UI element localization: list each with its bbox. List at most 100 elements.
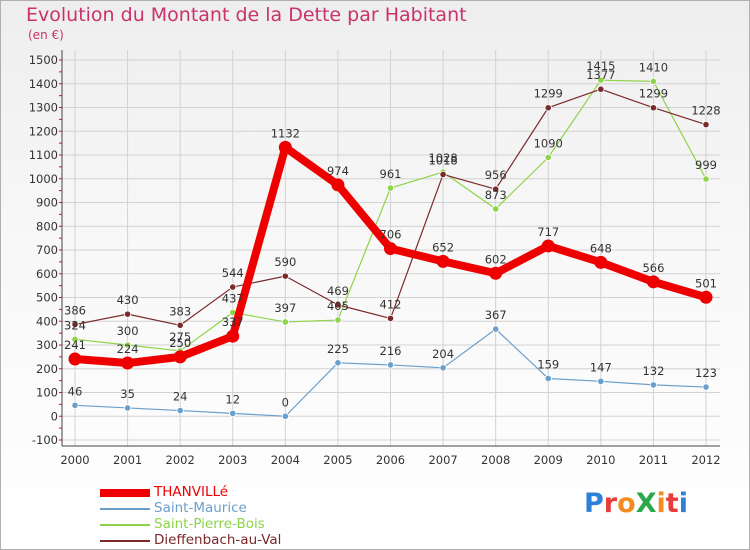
data-point bbox=[439, 364, 447, 372]
data-point bbox=[702, 121, 710, 129]
data-label: 386 bbox=[64, 304, 86, 318]
data-point bbox=[176, 321, 184, 329]
data-point bbox=[436, 254, 450, 268]
logo-letter: i bbox=[678, 488, 688, 519]
y-tick-label: 1200 bbox=[29, 124, 58, 138]
data-point bbox=[386, 314, 395, 322]
data-point bbox=[281, 272, 289, 280]
logo-letter: o bbox=[617, 488, 636, 519]
data-label: 275 bbox=[169, 330, 191, 344]
data-label: 383 bbox=[169, 304, 191, 318]
data-point bbox=[334, 301, 342, 309]
y-tick-label: 1400 bbox=[29, 77, 58, 91]
data-label: 204 bbox=[432, 347, 454, 361]
data-label: 337 bbox=[222, 315, 244, 329]
data-point bbox=[123, 310, 132, 318]
data-label: 961 bbox=[380, 167, 402, 181]
x-tick-label: 2012 bbox=[691, 453, 720, 467]
data-point bbox=[226, 329, 240, 343]
data-point bbox=[121, 356, 135, 370]
x-tick-label: 2000 bbox=[60, 453, 89, 467]
data-point bbox=[123, 341, 132, 349]
data-label: 1018 bbox=[428, 153, 457, 167]
logo-letter: r bbox=[603, 488, 618, 519]
data-label: 1299 bbox=[534, 87, 563, 101]
data-label: 956 bbox=[485, 168, 507, 182]
data-point bbox=[492, 205, 500, 213]
y-tick-label: 100 bbox=[36, 386, 58, 400]
logo-letter: P bbox=[584, 488, 604, 519]
data-point bbox=[597, 377, 605, 385]
data-point bbox=[281, 318, 289, 326]
data-label: 324 bbox=[64, 318, 86, 332]
data-label: 1377 bbox=[586, 68, 615, 82]
legend-label: THANVILLé bbox=[154, 484, 229, 500]
data-point bbox=[439, 170, 447, 179]
data-label: 123 bbox=[695, 366, 717, 380]
data-point bbox=[71, 335, 79, 343]
data-label: 544 bbox=[222, 266, 244, 280]
data-label: 1415 bbox=[586, 59, 615, 73]
data-point bbox=[649, 77, 658, 85]
y-tick-label: 700 bbox=[36, 243, 58, 257]
data-point bbox=[702, 383, 710, 391]
x-tick-label: 2001 bbox=[113, 453, 142, 467]
y-tick-label: 200 bbox=[36, 362, 58, 376]
x-tick-label: 2007 bbox=[428, 453, 457, 467]
data-label: 873 bbox=[485, 188, 507, 202]
data-label: 717 bbox=[537, 225, 559, 239]
x-tick-label: 2005 bbox=[323, 453, 352, 467]
data-point bbox=[384, 242, 397, 256]
y-tick-label: 300 bbox=[36, 338, 58, 352]
data-label: 1090 bbox=[534, 136, 563, 150]
x-tick-label: 2003 bbox=[218, 453, 247, 467]
x-tick-label: 2009 bbox=[534, 453, 563, 467]
x-tick-label: 2010 bbox=[586, 453, 615, 467]
data-label: 12 bbox=[225, 392, 240, 406]
data-label: 405 bbox=[327, 299, 349, 313]
y-tick-label: 0 bbox=[51, 409, 58, 423]
data-point bbox=[594, 255, 608, 269]
x-tick-label: 2002 bbox=[166, 453, 195, 467]
data-label: 412 bbox=[380, 297, 402, 311]
data-point bbox=[334, 316, 342, 324]
y-tick-label: 1100 bbox=[29, 148, 58, 162]
data-point bbox=[331, 178, 345, 192]
data-label: 241 bbox=[64, 338, 86, 352]
data-point bbox=[544, 374, 552, 383]
data-label: 1410 bbox=[639, 60, 668, 74]
data-point bbox=[544, 104, 552, 112]
data-point bbox=[492, 325, 500, 333]
x-tick-label: 2004 bbox=[271, 453, 300, 467]
data-point bbox=[649, 381, 658, 389]
data-label: 590 bbox=[274, 255, 296, 269]
y-tick-label: 1300 bbox=[29, 101, 58, 115]
data-label: 24 bbox=[173, 390, 188, 404]
legend-label: Saint-Pierre-Bois bbox=[154, 516, 265, 532]
data-label: 1299 bbox=[639, 87, 668, 101]
y-tick-label: 1000 bbox=[29, 172, 58, 186]
x-tick-label: 2006 bbox=[376, 453, 405, 467]
legend-label: Saint-Maurice bbox=[154, 500, 247, 516]
data-label: 147 bbox=[590, 360, 612, 374]
data-label: 648 bbox=[590, 241, 612, 255]
x-tick-label: 2011 bbox=[639, 453, 668, 467]
data-label: 652 bbox=[432, 240, 454, 254]
data-label: 0 bbox=[282, 395, 289, 409]
data-point bbox=[544, 153, 552, 161]
data-label: 469 bbox=[327, 284, 349, 298]
y-tick-label: 900 bbox=[36, 196, 58, 210]
data-point bbox=[229, 409, 237, 417]
y-tick-label: 400 bbox=[36, 314, 58, 328]
legend-swatch bbox=[100, 524, 150, 526]
legend-swatch bbox=[100, 540, 150, 542]
y-tick-label: 600 bbox=[36, 267, 58, 281]
logo-letter: X bbox=[635, 488, 657, 519]
logo-letter: t bbox=[665, 488, 679, 519]
y-tick-label: 1500 bbox=[29, 53, 58, 67]
chart-subtitle: (en €) bbox=[28, 28, 64, 42]
y-tick-label: 500 bbox=[36, 291, 58, 305]
data-label: 216 bbox=[380, 344, 402, 358]
data-point bbox=[334, 359, 342, 367]
